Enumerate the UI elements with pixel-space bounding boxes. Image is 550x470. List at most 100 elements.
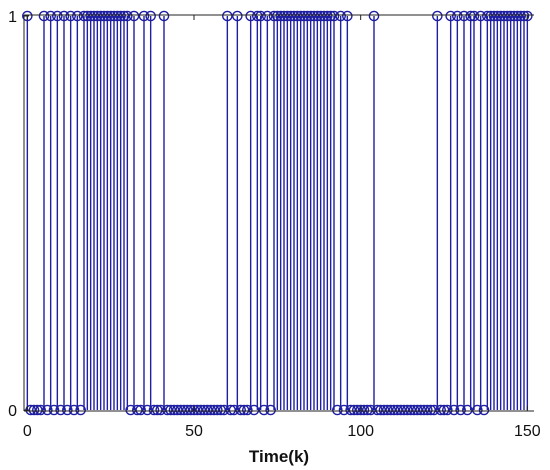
stem-marker: [368, 10, 380, 22]
stem-marker: [198, 404, 210, 416]
stem-marker: [415, 404, 426, 416]
stem-marker: [358, 404, 370, 416]
stem-marker: [522, 10, 533, 22]
stem-marker: [298, 10, 310, 22]
stem-marker: [472, 404, 483, 416]
stem-marker: [242, 404, 253, 416]
stem-marker: [225, 404, 236, 416]
stem-marker: [455, 404, 466, 416]
stem-marker: [222, 10, 233, 22]
axes-layer: [23, 14, 534, 412]
stem-marker: [122, 10, 133, 22]
stem-marker: [48, 404, 60, 416]
x-tick-label: 100: [347, 423, 374, 440]
stem-marker: [168, 404, 180, 416]
stem-marker: [58, 10, 70, 22]
stem-marker: [375, 404, 386, 416]
stem-marker: [42, 404, 53, 416]
stem-marker: [125, 404, 136, 416]
stem-marker: [128, 10, 140, 22]
stem-marker: [142, 404, 153, 416]
stem-marker: [212, 404, 223, 416]
stem-marker: [508, 10, 520, 22]
stem-marker: [275, 10, 286, 22]
stem-marker: [315, 10, 326, 22]
stem-marker: [132, 404, 143, 416]
stem-marker: [115, 10, 126, 22]
stem-marker: [448, 404, 460, 416]
stem-marker: [342, 10, 353, 22]
stem-marker: [262, 10, 273, 22]
stem-marker: [425, 404, 436, 416]
stem-marker: [268, 10, 280, 22]
stem-marker: [45, 10, 56, 22]
stem-marker: [398, 404, 410, 416]
stem-marker: [85, 10, 96, 22]
stem-marker: [148, 404, 160, 416]
stem-marker: [245, 10, 256, 22]
stem-marker: [248, 404, 260, 416]
stem-marker: [452, 10, 463, 22]
stem-marker: [65, 10, 76, 22]
stem-marker: [278, 10, 290, 22]
stem-marker: [72, 10, 83, 22]
stem-marker: [468, 10, 480, 22]
stem-marker: [302, 10, 313, 22]
stem-marker: [518, 10, 530, 22]
stem-marker: [82, 10, 93, 22]
stem-marker: [485, 10, 496, 22]
stem-marker: [78, 10, 90, 22]
stem-marker: [118, 10, 130, 22]
stem-marker: [165, 404, 176, 416]
stem-marker: [445, 10, 456, 22]
stem-marker: [435, 404, 446, 416]
stem-marker: [355, 404, 366, 416]
stem-marker: [195, 404, 206, 416]
stem-marker: [475, 10, 486, 22]
stem-marker: [348, 404, 360, 416]
stem-marker: [465, 10, 476, 22]
stem-marker: [188, 404, 200, 416]
stem-marker: [102, 10, 113, 22]
stem-marker: [138, 10, 150, 22]
stem-marker: [155, 404, 166, 416]
stem-marker: [255, 10, 266, 22]
y-tick-label: 0: [8, 403, 17, 420]
stem-marker: [292, 10, 303, 22]
stem-marker: [172, 404, 183, 416]
x-tick-label: 150: [514, 423, 541, 440]
stem-marker: [208, 404, 220, 416]
stem-marker: [418, 404, 430, 416]
stem-marker: [92, 10, 103, 22]
stem-marker: [228, 404, 240, 416]
stem-marker: [362, 404, 373, 416]
stem-marker: [308, 10, 320, 22]
stem-marker: [282, 10, 293, 22]
stem-marker: [158, 10, 170, 22]
stem-marker: [68, 404, 80, 416]
stem-marker: [252, 10, 263, 22]
stem-marker: [305, 10, 316, 22]
stem-marker: [495, 10, 506, 22]
stem-marker: [215, 404, 226, 416]
stem-marker: [385, 404, 396, 416]
stem-marker: [108, 10, 120, 22]
stem-marker: [502, 10, 513, 22]
stem-marker: [182, 404, 193, 416]
stem-marker: [88, 10, 100, 22]
stem-marker: [462, 404, 473, 416]
stem-marker: [378, 404, 390, 416]
stem-marker: [312, 10, 323, 22]
stem-marker: [35, 404, 46, 416]
stem-marker: [438, 404, 450, 416]
stem-marker: [52, 10, 63, 22]
stem-marker: [272, 10, 283, 22]
stem-marker: [515, 10, 526, 22]
stem-marker: [402, 404, 413, 416]
stem-marker: [412, 404, 423, 416]
stem-marker: [232, 10, 243, 22]
stem-marker: [328, 10, 340, 22]
stem-marker: [382, 404, 393, 416]
stem-marker: [512, 10, 523, 22]
stem-marker: [135, 404, 146, 416]
